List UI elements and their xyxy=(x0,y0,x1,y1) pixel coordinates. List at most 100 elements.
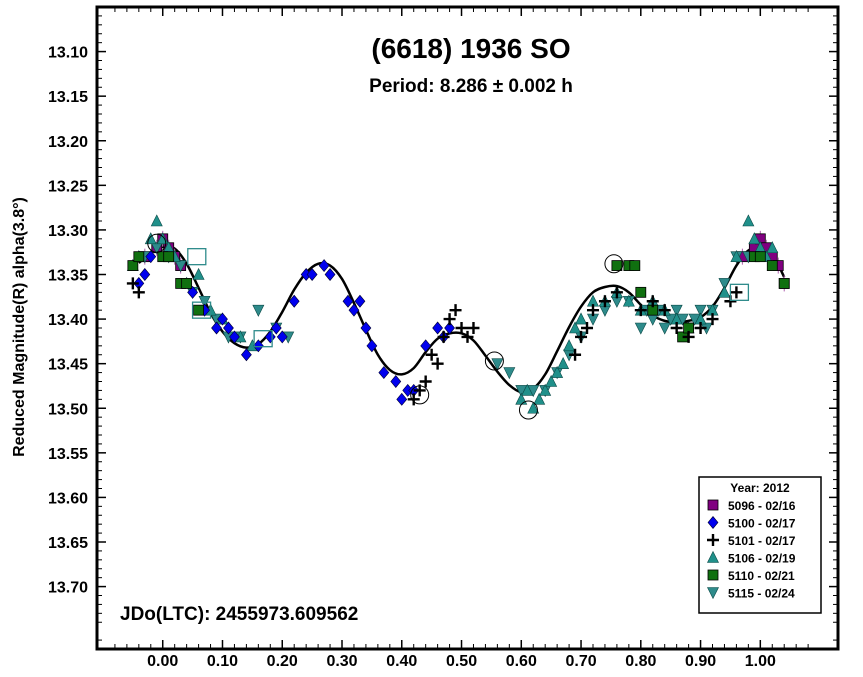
data-point xyxy=(670,322,683,334)
data-point xyxy=(730,286,743,299)
x-tick-label: 0.60 xyxy=(506,653,537,670)
data-point xyxy=(503,367,516,380)
data-point xyxy=(419,375,432,388)
highlight-circle xyxy=(484,351,504,371)
data-point xyxy=(658,322,671,335)
data-point xyxy=(378,366,390,380)
legend: Year: 2012 5096 - 02/16 5100 - 02/17 5101 … xyxy=(698,476,822,614)
data-point xyxy=(766,260,778,271)
series-5096 xyxy=(139,230,790,292)
data-point xyxy=(342,294,354,308)
data-point xyxy=(611,260,623,271)
highlight-box xyxy=(253,330,273,348)
legend-label: 5106 - 02/19 xyxy=(728,552,796,566)
data-point xyxy=(778,278,790,289)
data-point xyxy=(569,348,582,361)
x-tick-label: 0.80 xyxy=(625,653,656,670)
y-tick-label: 13.65 xyxy=(48,535,88,552)
fit-curve-group xyxy=(138,245,786,394)
data-point xyxy=(150,242,163,255)
data-point xyxy=(455,322,468,334)
x-tick-label: 0.90 xyxy=(685,653,716,670)
x-tick-label: 0.30 xyxy=(326,653,357,670)
highlight-circle xyxy=(410,385,430,405)
y-tick-label: 13.50 xyxy=(48,401,88,418)
data-point xyxy=(563,339,576,352)
data-point xyxy=(437,330,450,343)
data-point xyxy=(598,295,611,308)
series-5100 xyxy=(133,250,455,406)
data-point xyxy=(390,375,402,388)
data-point xyxy=(551,365,564,378)
data-point xyxy=(658,304,671,317)
data-point xyxy=(413,384,426,397)
highlight-circle xyxy=(147,233,167,253)
data-point xyxy=(444,321,455,335)
data-point xyxy=(139,268,151,281)
data-point xyxy=(432,321,444,335)
legend-box xyxy=(698,476,822,614)
legend-marker xyxy=(707,569,719,581)
data-point xyxy=(521,383,534,396)
data-point xyxy=(425,348,438,361)
legend-label: 5115 - 02/24 xyxy=(728,587,795,601)
data-point xyxy=(682,330,695,343)
data-point xyxy=(634,322,647,335)
data-point xyxy=(467,322,480,334)
data-point xyxy=(610,286,623,299)
data-point xyxy=(181,278,193,289)
data-point xyxy=(557,356,570,369)
y-tick-label: 13.35 xyxy=(48,268,88,285)
data-point xyxy=(545,374,558,387)
y-tick-label: 13.10 xyxy=(48,45,88,62)
x-tick-label: 0.50 xyxy=(446,653,477,670)
data-point xyxy=(586,304,599,317)
legend-label: 5100 - 02/17 xyxy=(728,517,796,531)
data-point xyxy=(575,330,588,343)
data-point xyxy=(270,321,282,335)
highlight-circle xyxy=(604,254,624,274)
data-point xyxy=(533,392,546,405)
data-point xyxy=(126,277,139,290)
data-point xyxy=(420,339,432,353)
data-point xyxy=(646,295,659,308)
data-point xyxy=(766,241,779,254)
x-tick-label: 0.70 xyxy=(565,653,596,670)
highlight-box xyxy=(187,248,207,266)
legend-marker xyxy=(707,587,719,600)
fit-curve xyxy=(138,245,786,394)
data-point xyxy=(431,357,444,370)
legend-label: 5110 - 02/21 xyxy=(728,569,795,583)
y-tick-label: 13.70 xyxy=(48,580,88,597)
data-point xyxy=(163,251,175,263)
data-point xyxy=(718,285,731,298)
legend-marker xyxy=(707,550,719,563)
data-point xyxy=(306,268,318,281)
highlight-box xyxy=(191,301,212,319)
legend-marker xyxy=(707,499,719,511)
data-point xyxy=(223,321,234,335)
y-tick-label: 13.60 xyxy=(48,490,88,507)
y-tick-label: 13.55 xyxy=(48,446,88,463)
data-point xyxy=(318,259,330,273)
data-point xyxy=(461,330,474,343)
data-point xyxy=(443,313,456,326)
data-point xyxy=(449,304,462,317)
data-point xyxy=(539,383,552,396)
y-axis-label: Reduced Magnitude(R) alpha(3.8°) xyxy=(11,197,28,457)
data-point xyxy=(264,330,276,344)
data-point xyxy=(670,304,683,317)
data-point xyxy=(635,286,647,298)
y-tick-label: 13.40 xyxy=(48,312,88,329)
x-tick-label: 1.00 xyxy=(745,653,776,670)
data-point xyxy=(407,393,420,406)
data-point xyxy=(192,267,205,280)
data-point xyxy=(241,348,252,362)
data-point xyxy=(754,251,766,263)
data-point xyxy=(127,260,139,271)
y-tick-label: 13.30 xyxy=(48,223,88,240)
legend-title: Year: 2012 xyxy=(730,481,790,495)
data-point xyxy=(252,339,264,353)
data-point xyxy=(187,285,199,299)
x-tick-label: 0.10 xyxy=(207,653,238,670)
